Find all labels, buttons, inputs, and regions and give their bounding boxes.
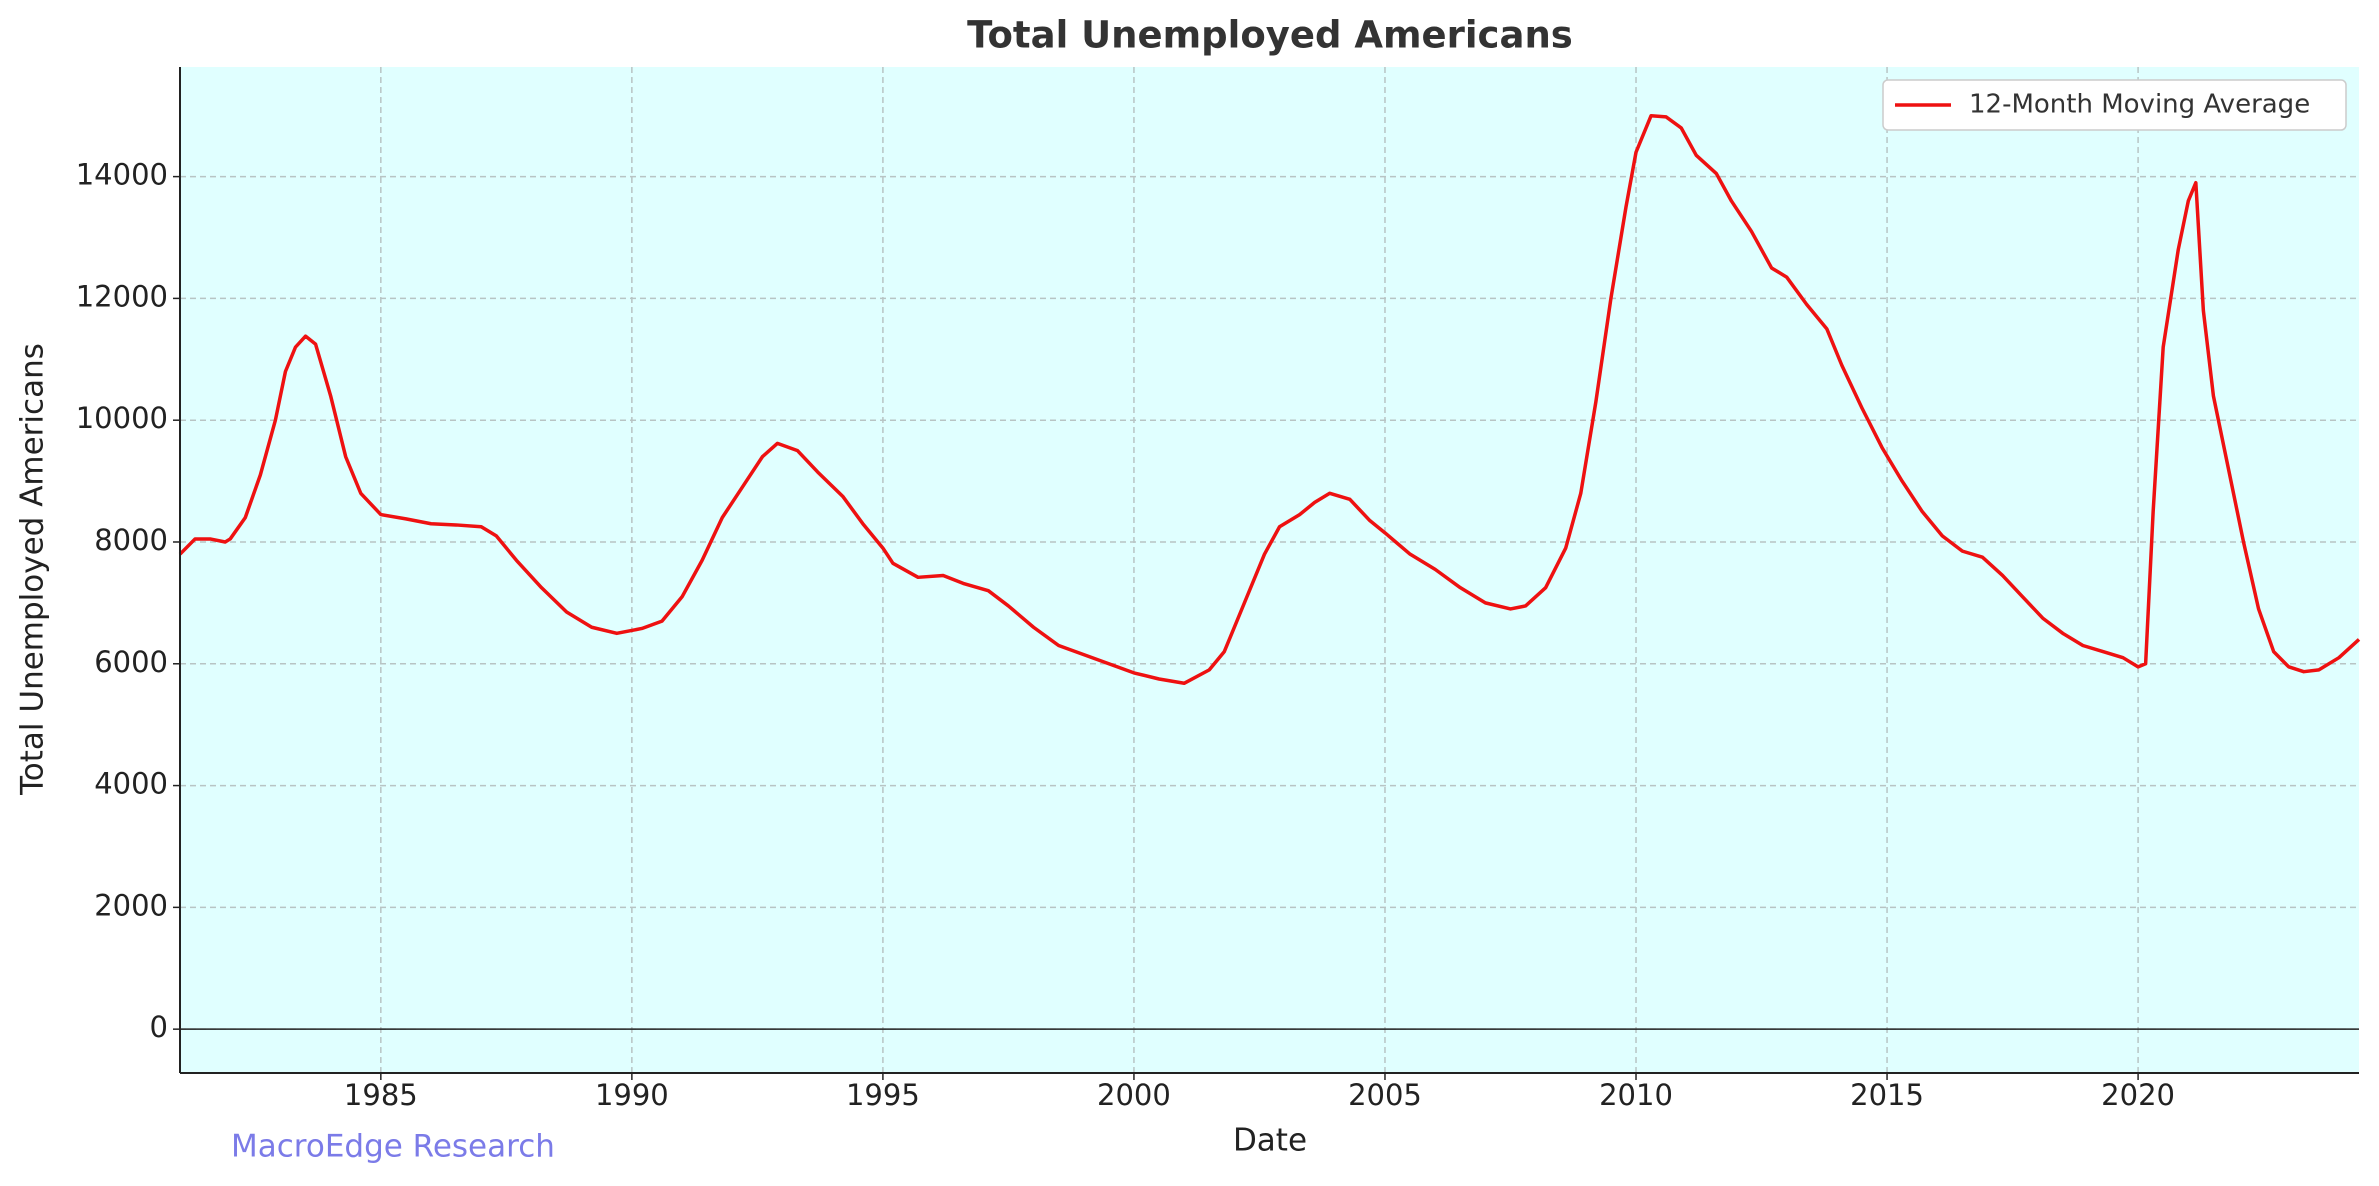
x-tick-label: 1995 xyxy=(846,1078,920,1112)
x-tick-label: 2000 xyxy=(1097,1078,1171,1112)
x-tick-label: 2010 xyxy=(1599,1078,1673,1112)
chart-title: Total Unemployed Americans xyxy=(967,14,1573,57)
x-tick-label: 2015 xyxy=(1850,1078,1924,1112)
y-tick-label: 14000 xyxy=(76,158,168,192)
plot-background xyxy=(180,67,2359,1073)
y-tick-label: 4000 xyxy=(94,767,168,801)
x-tick-label: 1990 xyxy=(595,1078,669,1112)
data-line xyxy=(178,113,2361,686)
x-axis-label: Date xyxy=(1233,1123,1307,1159)
y-tick-label: 8000 xyxy=(94,523,168,557)
watermark: MacroEdge Research xyxy=(231,1129,555,1165)
legend-box xyxy=(1882,79,2347,131)
y-tick-label: 12000 xyxy=(76,279,168,313)
y-tick-label: 0 xyxy=(150,1010,168,1044)
x-tick-label: 2005 xyxy=(1348,1078,1422,1112)
y-tick-label: 10000 xyxy=(76,401,168,435)
legend-label: 12-Month Moving Average xyxy=(1969,90,2310,120)
x-tick-label: 1985 xyxy=(344,1078,418,1112)
x-tick-label: 2020 xyxy=(2101,1078,2175,1112)
y-tick-label: 6000 xyxy=(94,645,168,679)
y-tick-label: 2000 xyxy=(94,888,168,922)
y-axis-label: Total Unemployed Americans xyxy=(15,343,51,796)
